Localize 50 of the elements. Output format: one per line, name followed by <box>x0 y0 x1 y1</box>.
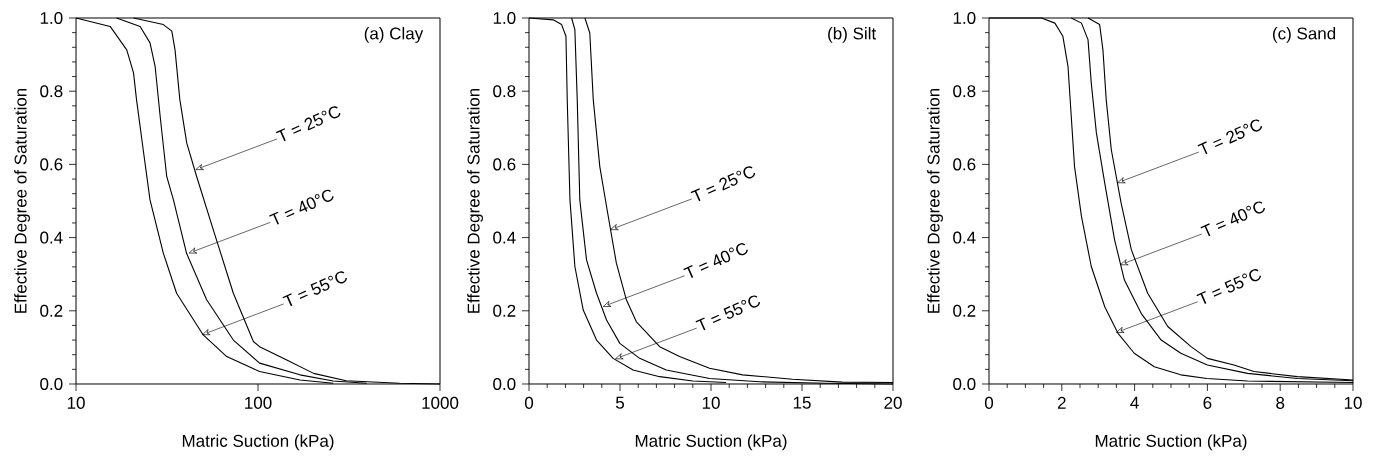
x-tick-label: 4 <box>1130 396 1139 409</box>
y-tick-label: 0.0 <box>953 377 976 391</box>
annotation: T = 25°C <box>275 106 341 142</box>
x-axis-title: Matric Suction (kPa) <box>635 434 787 451</box>
annotation: T = 40°C <box>683 243 748 279</box>
x-tick-label: 0 <box>984 396 994 409</box>
y-tick-label: 0.0 <box>493 377 516 391</box>
y-tick-label: 0.4 <box>953 231 976 244</box>
y-tick-label: 0.2 <box>40 304 63 317</box>
x-axis-title: Matric Suction (kPa) <box>182 434 334 451</box>
annotation: T = 40°C <box>1200 201 1265 237</box>
annotation: T = 55°C <box>282 271 347 307</box>
x-tick-label: 15 <box>793 396 811 409</box>
chart-title: (a) Clay <box>364 27 424 43</box>
y-tick-label: 1.0 <box>493 11 516 25</box>
x-tick-label: 1000 <box>422 396 459 409</box>
x-tick-label: 10 <box>702 396 720 409</box>
x-tick-label: 5 <box>615 396 625 409</box>
x-tick-label: 20 <box>884 396 902 409</box>
x-tick-label: 10 <box>1344 396 1362 409</box>
x-tick-label: 100 <box>245 396 272 409</box>
chart-title: (c) Sand <box>1273 27 1336 43</box>
annotation: T = 25°C <box>690 166 756 202</box>
x-tick-label: 10 <box>67 396 85 409</box>
y-tick-label: 0.2 <box>493 304 516 317</box>
annotation: T = 55°C <box>1196 269 1261 304</box>
x-tick-label: 0 <box>524 396 534 409</box>
chart-title: (b) Silt <box>828 27 877 43</box>
y-tick-label: 1.0 <box>40 11 63 25</box>
y-tick-label: 0.6 <box>953 158 976 171</box>
annotation: T = 55°C <box>695 295 761 331</box>
y-tick-label: 0.8 <box>953 85 976 98</box>
y-axis-title: Effective Degree of Saturation <box>14 88 30 313</box>
y-tick-label: 1.0 <box>953 11 976 25</box>
x-axis-title: Matric Suction (kPa) <box>1095 434 1247 451</box>
annotation: T = 25°C <box>1197 119 1263 155</box>
y-tick-label: 0.2 <box>953 304 976 317</box>
y-tick-label: 0.6 <box>493 158 516 171</box>
y-axis-title: Effective Degree of Saturation <box>467 88 483 313</box>
y-axis-title: Effective Degree of Saturation <box>927 88 943 313</box>
x-tick-label: 6 <box>1203 396 1212 409</box>
y-tick-label: 0.4 <box>493 231 516 244</box>
x-tick-label: 8 <box>1276 396 1285 409</box>
y-tick-label: 0.4 <box>40 231 63 244</box>
annotation: T = 40°C <box>269 189 334 225</box>
y-tick-label: 0.0 <box>40 377 63 391</box>
x-tick-label: 2 <box>1057 396 1066 409</box>
y-tick-label: 0.8 <box>493 85 516 98</box>
y-tick-label: 0.6 <box>40 158 63 171</box>
y-tick-label: 0.8 <box>40 85 63 98</box>
